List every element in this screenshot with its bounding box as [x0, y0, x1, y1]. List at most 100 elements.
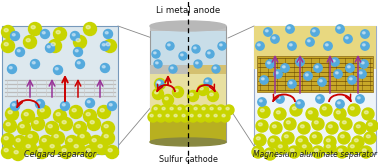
Ellipse shape [338, 102, 340, 104]
FancyBboxPatch shape [150, 26, 226, 31]
Ellipse shape [286, 25, 294, 33]
Ellipse shape [87, 117, 101, 131]
Ellipse shape [45, 122, 59, 134]
Ellipse shape [54, 65, 62, 74]
Ellipse shape [48, 124, 52, 128]
Ellipse shape [105, 145, 118, 158]
Ellipse shape [12, 104, 15, 106]
Ellipse shape [336, 111, 340, 114]
Ellipse shape [204, 78, 212, 86]
Ellipse shape [56, 31, 60, 34]
Ellipse shape [11, 147, 25, 161]
Ellipse shape [312, 135, 316, 138]
Ellipse shape [206, 50, 214, 58]
Ellipse shape [290, 149, 294, 152]
Ellipse shape [39, 135, 53, 148]
Ellipse shape [206, 80, 208, 82]
Ellipse shape [220, 44, 222, 46]
Ellipse shape [102, 66, 105, 68]
Ellipse shape [51, 42, 55, 46]
Ellipse shape [273, 125, 276, 128]
Ellipse shape [166, 42, 174, 50]
Ellipse shape [76, 124, 80, 128]
Ellipse shape [282, 132, 294, 144]
Ellipse shape [62, 104, 65, 106]
Ellipse shape [24, 113, 28, 116]
Ellipse shape [276, 142, 288, 154]
Ellipse shape [328, 125, 332, 128]
Ellipse shape [158, 82, 160, 84]
Ellipse shape [259, 100, 262, 102]
Ellipse shape [42, 32, 45, 34]
Ellipse shape [292, 107, 296, 110]
Ellipse shape [80, 134, 84, 138]
Ellipse shape [307, 40, 310, 42]
Ellipse shape [195, 62, 198, 64]
FancyBboxPatch shape [150, 118, 226, 142]
Ellipse shape [288, 146, 300, 158]
Ellipse shape [306, 108, 318, 120]
Ellipse shape [336, 100, 344, 108]
Ellipse shape [31, 60, 39, 69]
Ellipse shape [318, 97, 320, 99]
Ellipse shape [156, 80, 164, 88]
Ellipse shape [11, 31, 20, 41]
Ellipse shape [338, 149, 342, 152]
Ellipse shape [198, 114, 201, 117]
Ellipse shape [101, 41, 110, 51]
Ellipse shape [256, 120, 268, 132]
Ellipse shape [288, 42, 296, 50]
Ellipse shape [2, 25, 14, 39]
Ellipse shape [37, 105, 51, 119]
Ellipse shape [354, 122, 366, 134]
Ellipse shape [340, 135, 344, 138]
Ellipse shape [350, 145, 354, 148]
Ellipse shape [36, 145, 48, 158]
Ellipse shape [190, 114, 193, 117]
Ellipse shape [158, 114, 161, 117]
Ellipse shape [23, 142, 37, 154]
Ellipse shape [28, 22, 42, 35]
Ellipse shape [334, 108, 346, 120]
Ellipse shape [104, 40, 116, 52]
Ellipse shape [176, 105, 186, 115]
Ellipse shape [68, 139, 72, 142]
Ellipse shape [277, 97, 280, 99]
Ellipse shape [4, 42, 8, 46]
Ellipse shape [107, 102, 116, 111]
Ellipse shape [14, 135, 26, 148]
Ellipse shape [154, 60, 162, 68]
Ellipse shape [363, 44, 365, 46]
Ellipse shape [324, 42, 332, 50]
Ellipse shape [45, 43, 54, 52]
Ellipse shape [326, 139, 330, 142]
Ellipse shape [346, 64, 354, 72]
Ellipse shape [150, 114, 153, 117]
Ellipse shape [200, 87, 203, 90]
Ellipse shape [75, 50, 78, 52]
Ellipse shape [77, 132, 90, 144]
Ellipse shape [362, 108, 374, 120]
Ellipse shape [48, 40, 62, 52]
Ellipse shape [364, 111, 368, 114]
Ellipse shape [264, 148, 276, 160]
Ellipse shape [256, 137, 260, 140]
Ellipse shape [210, 107, 213, 110]
Ellipse shape [208, 91, 218, 102]
Ellipse shape [361, 62, 364, 64]
Ellipse shape [190, 93, 193, 96]
Ellipse shape [182, 114, 185, 117]
Ellipse shape [212, 65, 220, 73]
Ellipse shape [290, 104, 302, 116]
Ellipse shape [296, 100, 304, 108]
Ellipse shape [6, 107, 19, 121]
Text: Celgard separator: Celgard separator [24, 150, 96, 159]
Ellipse shape [338, 27, 340, 29]
Ellipse shape [47, 46, 50, 48]
Ellipse shape [104, 30, 113, 39]
Ellipse shape [76, 39, 80, 42]
Ellipse shape [100, 109, 104, 112]
Ellipse shape [361, 30, 369, 38]
Ellipse shape [274, 70, 282, 78]
Ellipse shape [16, 139, 20, 142]
